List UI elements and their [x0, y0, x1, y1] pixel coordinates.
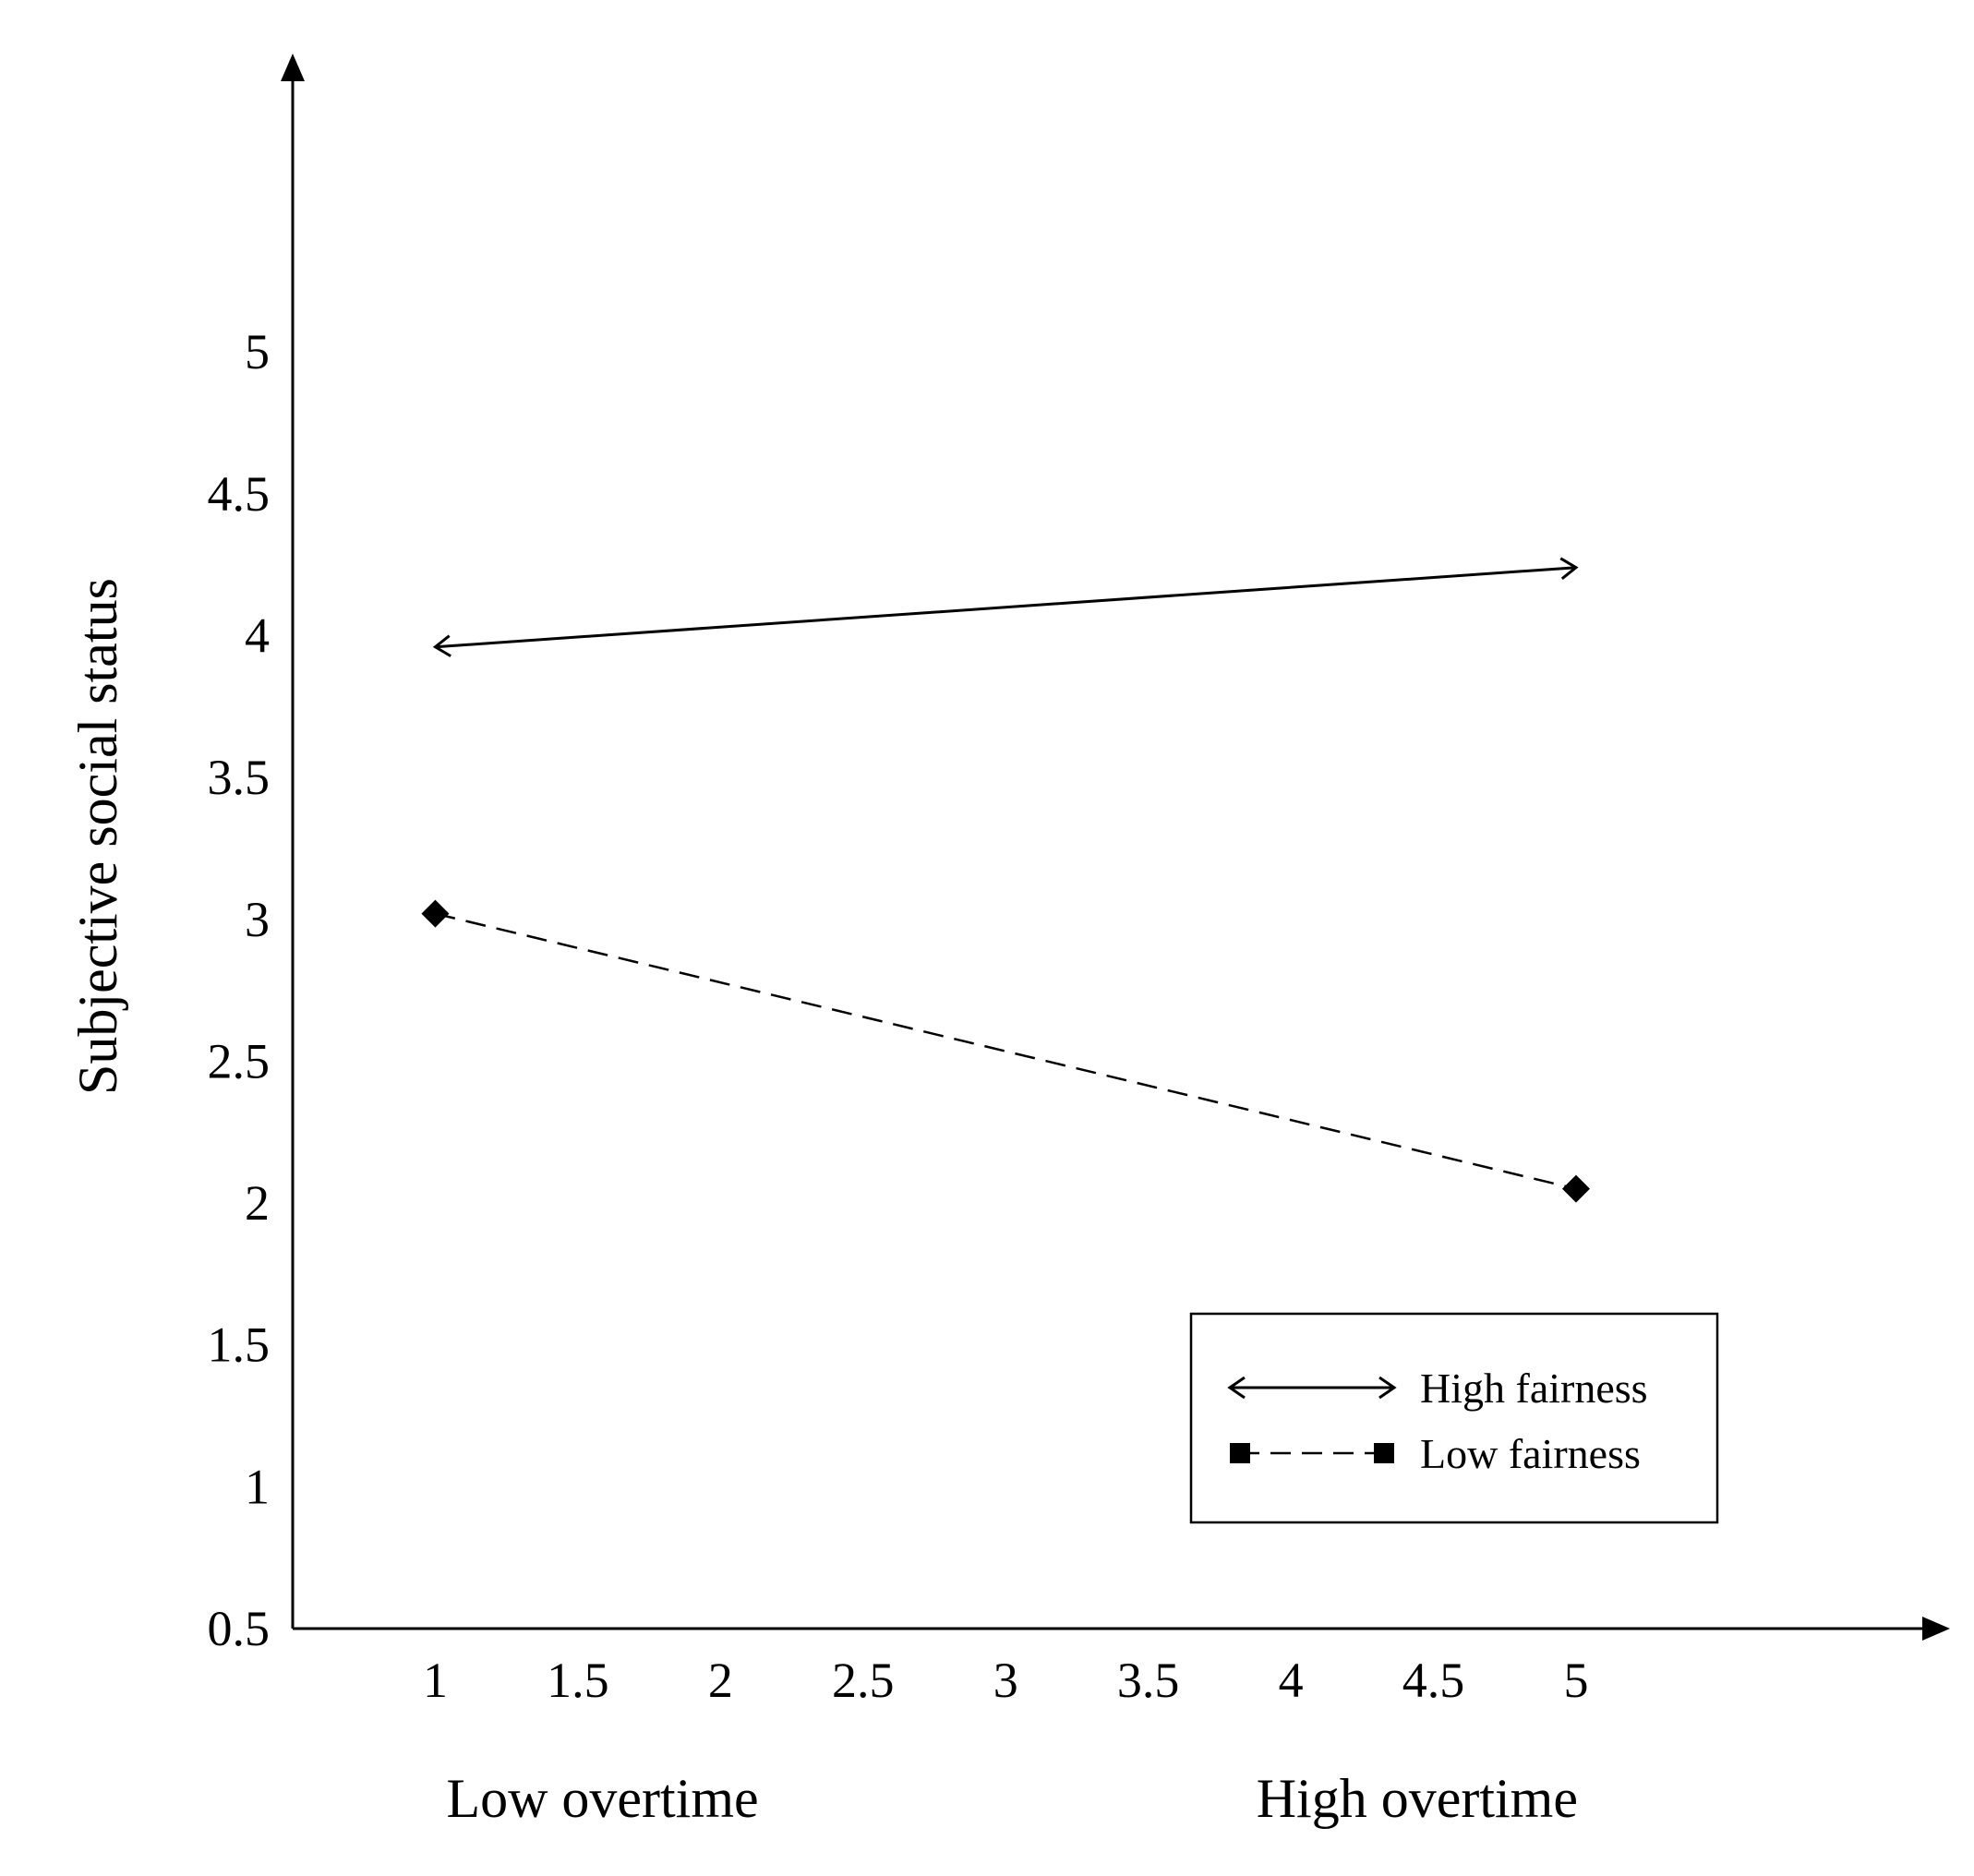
y-tick-label: 1 — [245, 1459, 270, 1514]
square-marker-icon — [1374, 1443, 1394, 1463]
y-tick-labels: 0.5 1 1.5 2 2.5 3 3.5 4 4.5 5 — [208, 324, 271, 1656]
y-tick-label: 1.5 — [208, 1317, 271, 1373]
x-tick-label: 3 — [993, 1653, 1018, 1708]
series-high-fairness — [432, 557, 1579, 657]
legend-item: High fairness — [1227, 1365, 1648, 1412]
y-tick-label: 0.5 — [208, 1601, 271, 1656]
square-marker-icon — [1230, 1443, 1250, 1463]
x-category-label: Low overtime — [446, 1768, 758, 1829]
arrow-marker-icon — [1559, 557, 1579, 580]
y-tick-label: 5 — [245, 324, 270, 379]
x-tick-labels: 1 1.5 2 2.5 3 3.5 4 4.5 5 — [423, 1653, 1589, 1708]
arrow-marker-icon — [1378, 1376, 1397, 1400]
x-tick-label: 5 — [1563, 1653, 1588, 1708]
x-tick-label: 1.5 — [547, 1653, 609, 1708]
x-tick-label: 2.5 — [832, 1653, 895, 1708]
y-tick-label: 3 — [245, 892, 270, 947]
y-axis-title: Subjective social status — [67, 578, 128, 1095]
legend-label: High fairness — [1420, 1365, 1648, 1412]
x-category-label: High overtime — [1257, 1768, 1578, 1829]
series-layer — [421, 557, 1590, 1203]
y-tick-label: 2 — [245, 1175, 270, 1231]
x-axis-arrow-icon — [1922, 1617, 1950, 1641]
arrow-marker-icon — [432, 634, 451, 657]
x-tick-label: 3.5 — [1117, 1653, 1180, 1708]
legend-box — [1189, 1312, 1719, 1524]
diamond-marker-icon — [421, 899, 450, 928]
x-category-labels: Low overtime High overtime — [446, 1768, 1578, 1829]
arrow-marker-icon — [1227, 1376, 1246, 1400]
y-tick-label: 2.5 — [208, 1033, 271, 1088]
legend: High fairness Low fairness — [1189, 1312, 1719, 1524]
y-tick-label: 4 — [245, 607, 270, 663]
series-line — [435, 566, 1577, 649]
y-tick-label: 3.5 — [208, 750, 271, 805]
x-tick-label: 4.5 — [1402, 1653, 1465, 1708]
x-tick-label: 2 — [708, 1653, 733, 1708]
legend-label: Low fairness — [1420, 1430, 1641, 1477]
y-axis-arrow-icon — [281, 54, 305, 81]
x-tick-label: 4 — [1279, 1653, 1304, 1708]
series-line — [435, 912, 1577, 1190]
legend-item: Low fairness — [1230, 1430, 1641, 1477]
x-tick-label: 1 — [423, 1653, 448, 1708]
diamond-marker-icon — [1561, 1174, 1590, 1203]
y-tick-label: 4.5 — [208, 466, 271, 522]
series-low-fairness — [421, 899, 1590, 1203]
legend-items: High fairness Low fairness — [1227, 1365, 1648, 1477]
